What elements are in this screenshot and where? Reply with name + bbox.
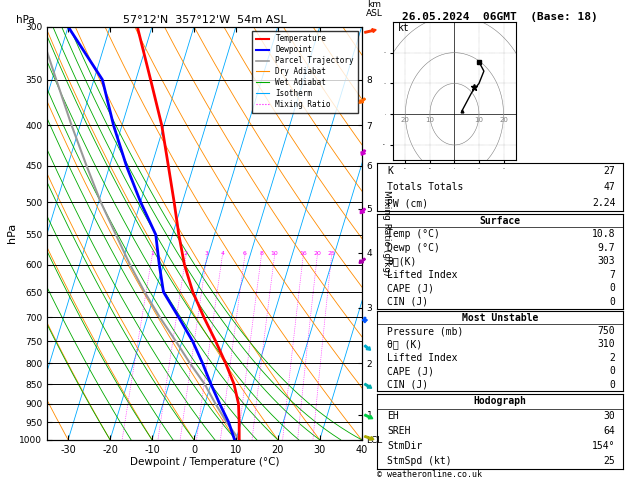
Text: CAPE (J): CAPE (J) (387, 283, 434, 294)
Text: 10: 10 (270, 251, 279, 256)
Text: StmDir: StmDir (387, 441, 423, 451)
Text: CAPE (J): CAPE (J) (387, 366, 434, 376)
Text: Totals Totals: Totals Totals (387, 182, 464, 192)
Text: 0: 0 (610, 283, 615, 294)
Text: Most Unstable: Most Unstable (462, 312, 538, 323)
Text: θᴇ (K): θᴇ (K) (387, 339, 423, 349)
Text: 154°: 154° (592, 441, 615, 451)
Text: StmSpd (kt): StmSpd (kt) (387, 456, 452, 467)
Text: 1: 1 (150, 251, 154, 256)
Text: Surface: Surface (479, 216, 521, 226)
Text: 3: 3 (205, 251, 209, 256)
Text: 0: 0 (610, 297, 615, 307)
Text: 20: 20 (499, 117, 508, 123)
Text: 750: 750 (598, 326, 615, 336)
Text: 0: 0 (610, 380, 615, 390)
Text: 20: 20 (313, 251, 321, 256)
Text: kt: kt (398, 23, 409, 33)
Text: 310: 310 (598, 339, 615, 349)
Text: 10: 10 (425, 117, 435, 123)
Text: EH: EH (387, 411, 399, 421)
Text: 2.24: 2.24 (592, 198, 615, 208)
Text: Mixing Ratio (g/kg): Mixing Ratio (g/kg) (382, 191, 391, 276)
Text: 0: 0 (610, 366, 615, 376)
Text: 9.7: 9.7 (598, 243, 615, 253)
Text: 25: 25 (328, 251, 335, 256)
Text: Pressure (mb): Pressure (mb) (387, 326, 464, 336)
Text: 303: 303 (598, 256, 615, 266)
Text: Hodograph: Hodograph (474, 396, 526, 406)
Text: © weatheronline.co.uk: © weatheronline.co.uk (377, 469, 482, 479)
Text: 7: 7 (610, 270, 615, 280)
Text: 26.05.2024  06GMT  (Base: 18): 26.05.2024 06GMT (Base: 18) (402, 12, 598, 22)
Text: Temp (°C): Temp (°C) (387, 229, 440, 239)
Text: 27: 27 (604, 166, 615, 176)
Text: SREH: SREH (387, 426, 411, 436)
Text: 6: 6 (243, 251, 247, 256)
Text: 2: 2 (184, 251, 188, 256)
Text: km
ASL: km ASL (366, 0, 382, 18)
Text: Lifted Index: Lifted Index (387, 270, 458, 280)
Y-axis label: hPa: hPa (6, 223, 16, 243)
Text: 2: 2 (610, 353, 615, 363)
Text: 10: 10 (474, 117, 484, 123)
Text: 30: 30 (604, 411, 615, 421)
Text: θᴇ(K): θᴇ(K) (387, 256, 416, 266)
Text: CIN (J): CIN (J) (387, 380, 428, 390)
Text: Dewp (°C): Dewp (°C) (387, 243, 440, 253)
Legend: Temperature, Dewpoint, Parcel Trajectory, Dry Adiabat, Wet Adiabat, Isotherm, Mi: Temperature, Dewpoint, Parcel Trajectory… (252, 31, 358, 113)
Text: 4: 4 (220, 251, 225, 256)
Text: 20: 20 (401, 117, 410, 123)
Text: 64: 64 (604, 426, 615, 436)
Text: 47: 47 (604, 182, 615, 192)
Text: 8: 8 (259, 251, 264, 256)
Text: Lifted Index: Lifted Index (387, 353, 458, 363)
Title: 57°12'N  357°12'W  54m ASL: 57°12'N 357°12'W 54m ASL (123, 15, 286, 25)
Text: CIN (J): CIN (J) (387, 297, 428, 307)
Text: 25: 25 (604, 456, 615, 467)
X-axis label: Dewpoint / Temperature (°C): Dewpoint / Temperature (°C) (130, 457, 279, 468)
Text: hPa: hPa (16, 15, 35, 25)
Text: 10.8: 10.8 (592, 229, 615, 239)
Text: 16: 16 (299, 251, 307, 256)
Text: PW (cm): PW (cm) (387, 198, 428, 208)
Text: K: K (387, 166, 393, 176)
